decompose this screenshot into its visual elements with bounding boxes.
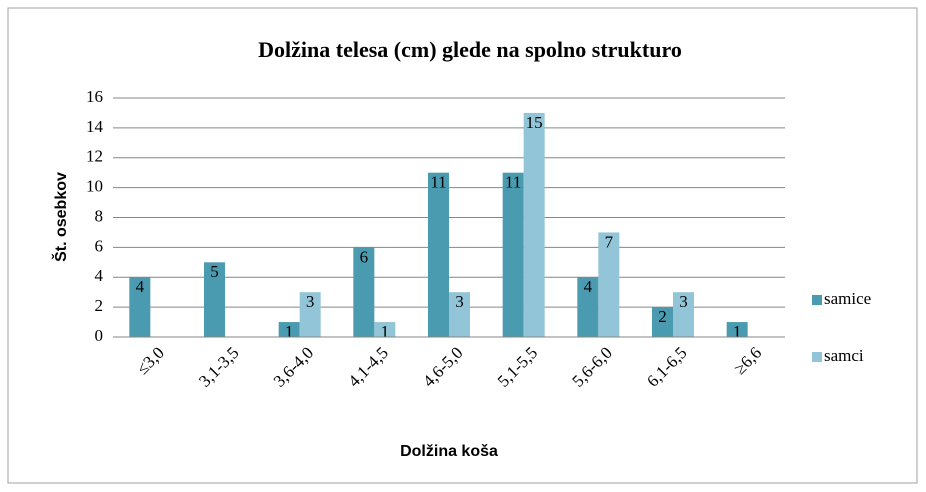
data-label: 1: [733, 322, 742, 341]
bar: [598, 232, 620, 337]
bar: [726, 322, 748, 337]
y-tick-label: 8: [95, 206, 104, 225]
y-tick-label: 6: [95, 236, 104, 255]
legend-swatch: [812, 295, 822, 305]
data-label: 1: [381, 322, 390, 341]
bar: [299, 292, 321, 337]
data-label: 6: [360, 247, 369, 266]
y-axis-label: Št. osebkov: [51, 172, 70, 262]
data-label: 2: [658, 307, 667, 326]
x-axis-label: Dolžina koša: [400, 443, 498, 460]
data-label: 15: [526, 113, 543, 132]
bar: [428, 172, 449, 337]
data-label: 7: [605, 232, 614, 251]
bar: [502, 172, 524, 337]
bar: [449, 292, 470, 337]
data-label: 4: [136, 277, 145, 296]
data-label: 11: [505, 173, 521, 192]
y-tick-label: 16: [86, 87, 103, 106]
y-tick-label: 14: [86, 117, 104, 136]
chart-border: [7, 7, 918, 484]
bar: [652, 307, 673, 337]
data-label: 1: [285, 322, 294, 341]
data-label: 3: [455, 292, 464, 311]
bar: [353, 247, 375, 337]
bar: [204, 262, 225, 337]
data-label: 11: [430, 173, 446, 192]
legend-swatch: [812, 352, 822, 362]
y-tick-label: 0: [95, 326, 104, 345]
data-label: 5: [210, 262, 219, 281]
data-label: 3: [679, 292, 688, 311]
chart-title: Dolžina telesa (cm) glede na spolno stru…: [258, 37, 682, 62]
bar: [673, 292, 694, 337]
data-label: 4: [584, 277, 593, 296]
bar: [577, 277, 599, 337]
bar: [374, 322, 396, 337]
bar: [129, 277, 151, 337]
y-tick-label: 10: [86, 177, 103, 196]
y-tick-label: 4: [95, 266, 104, 285]
y-tick-label: 12: [86, 147, 103, 166]
legend-label: samci: [824, 346, 864, 365]
legend-label: samice: [824, 289, 871, 308]
bar: [523, 112, 545, 337]
data-label: 3: [306, 292, 315, 311]
y-tick-label: 2: [95, 296, 104, 315]
bar: [278, 322, 300, 337]
